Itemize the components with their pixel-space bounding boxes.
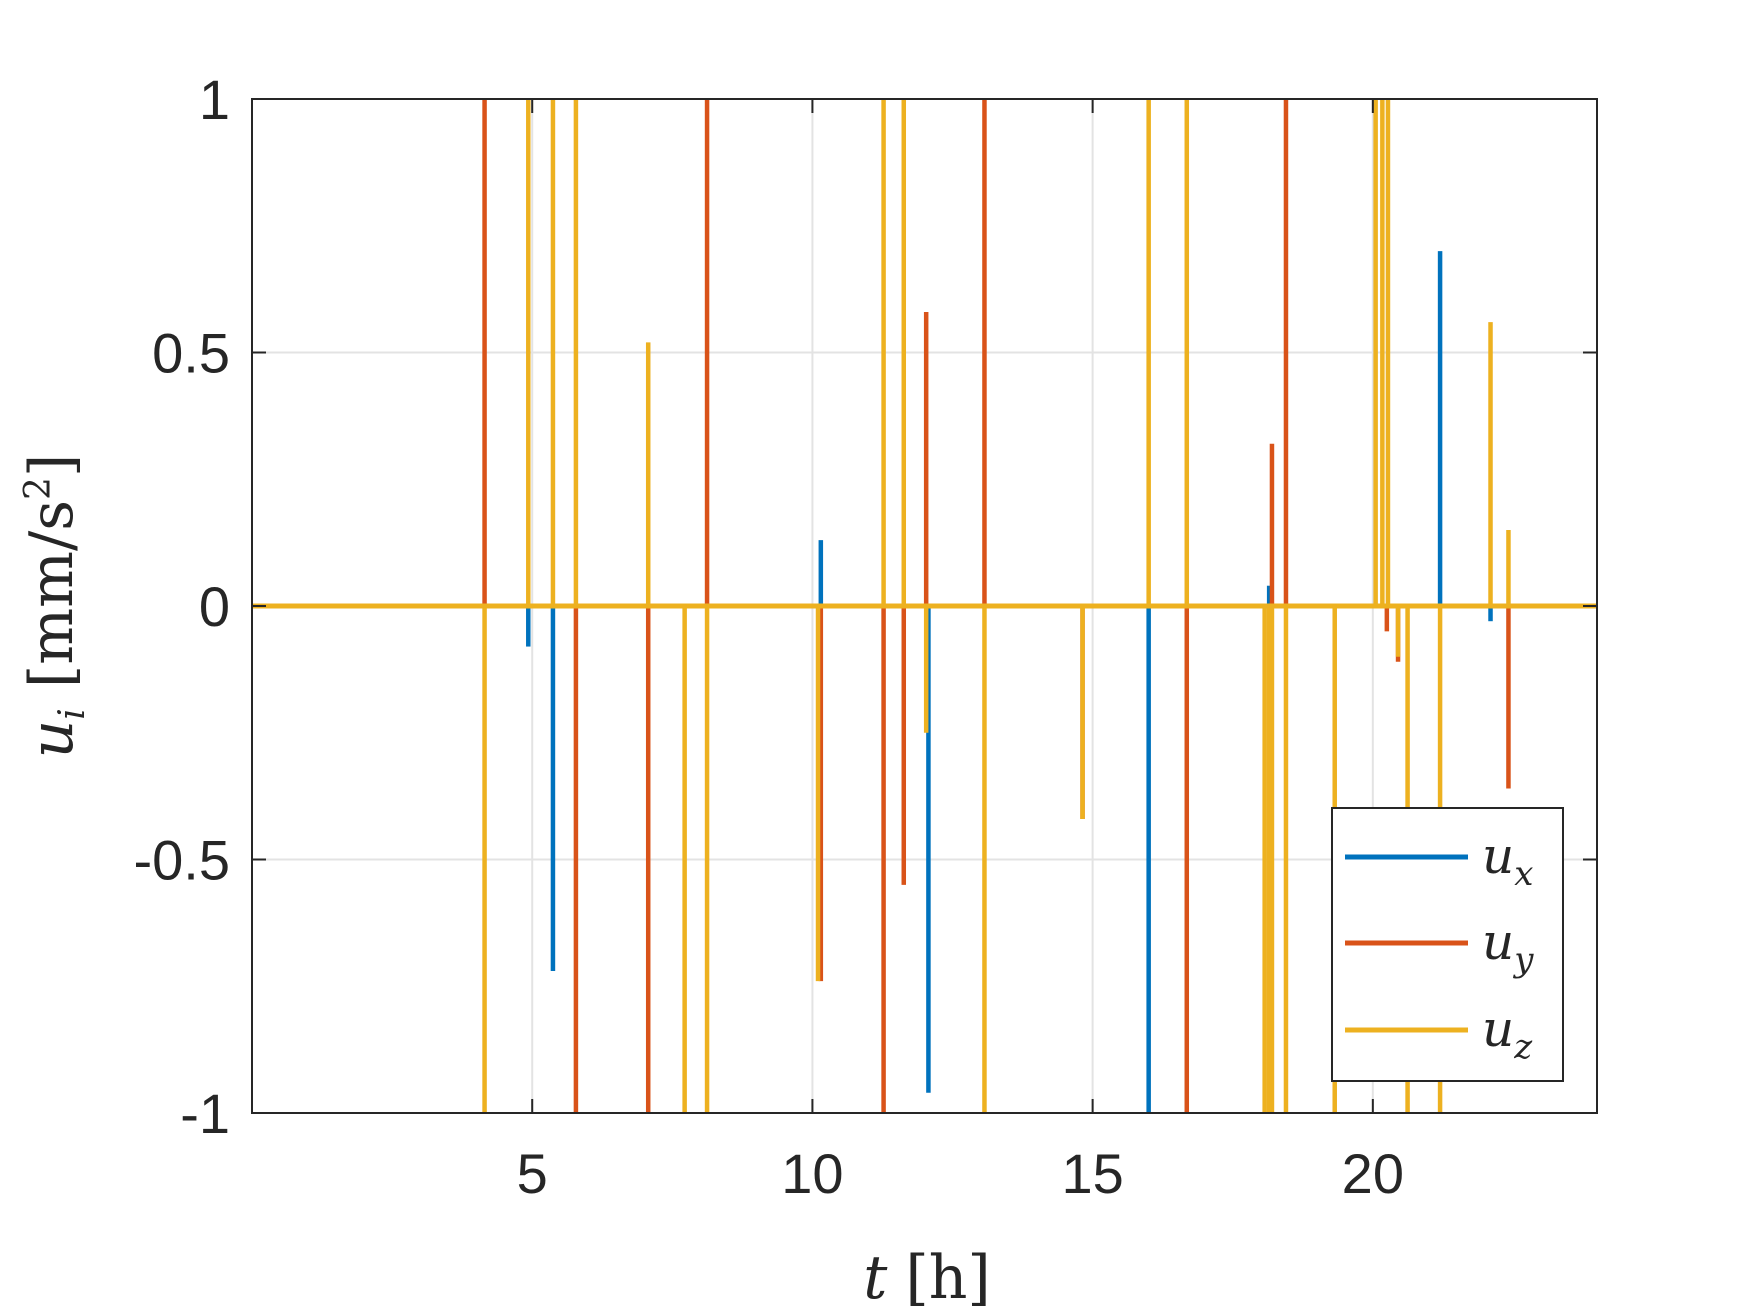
x-tick-label: 5: [517, 1142, 548, 1205]
y-tick-label: -1: [180, 1082, 230, 1145]
series-layer: [252, 99, 1597, 1113]
legend-label-ux: ux: [1482, 827, 1533, 894]
y-axis-symbol: u: [17, 720, 87, 759]
y-tick-label: 0: [199, 575, 230, 638]
series-u_z: [252, 99, 1597, 1113]
y-axis-label: ui [mm/s2]: [17, 454, 93, 759]
x-tick-label: 15: [1061, 1142, 1123, 1205]
x-axis-symbol: t: [863, 1243, 888, 1313]
y-tick-label: 0.5: [152, 322, 230, 385]
y-axis-unit: [mm/s: [17, 500, 87, 688]
legend-label-uz: uz: [1482, 1000, 1533, 1067]
legend: ux uy uz: [1331, 807, 1564, 1082]
legend-label-uy: uy: [1482, 913, 1534, 980]
x-tick-label: 20: [1342, 1142, 1404, 1205]
ticks: 5 10 15 20 1 0.5 0 -0.5 -1: [134, 68, 1597, 1205]
y-tick-label: -0.5: [134, 829, 231, 892]
x-axis-label: t [h]: [863, 1243, 991, 1313]
y-axis-unit-power: 2: [18, 477, 59, 500]
x-tick-label: 10: [781, 1142, 843, 1205]
x-axis-unit: [h]: [905, 1243, 990, 1313]
y-axis-unit-close: ]: [17, 454, 87, 477]
y-tick-label: 1: [199, 68, 230, 131]
y-axis-subscript: i: [52, 708, 93, 720]
